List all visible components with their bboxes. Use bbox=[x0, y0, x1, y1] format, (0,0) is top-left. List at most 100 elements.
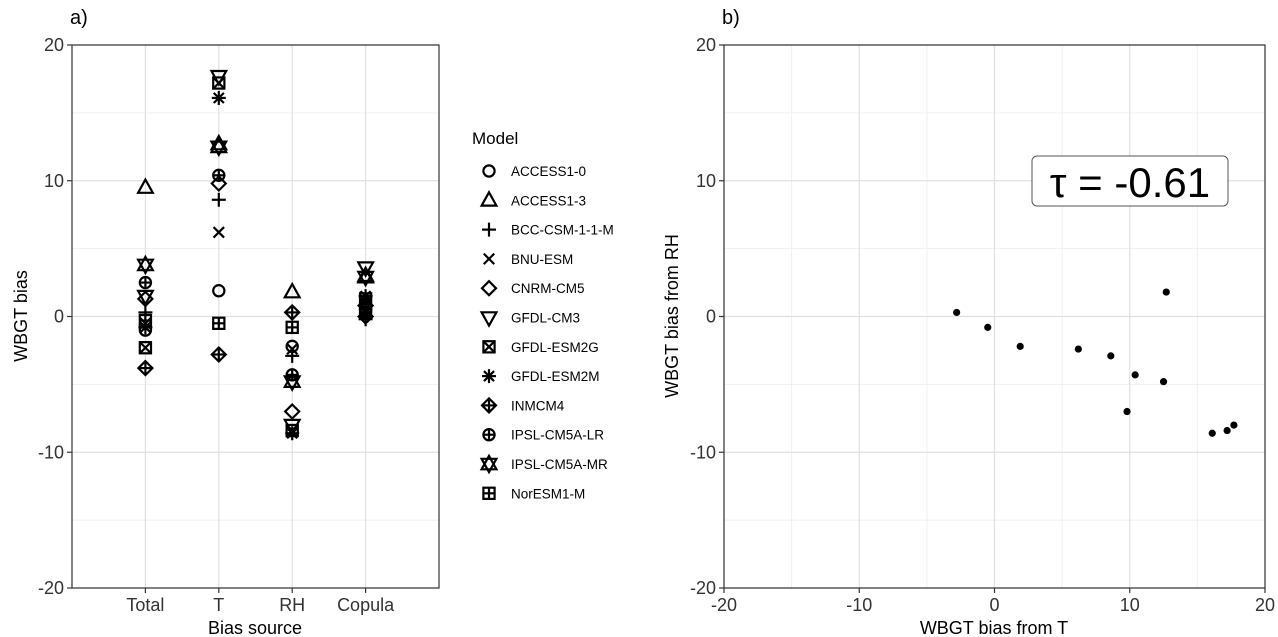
panel-a-ticks: -20 -10 0 10 20 Total T RH Copula bbox=[38, 35, 395, 615]
legend-items: ACCESS1-0 ACCESS1-3 BCC-CSM-1-1-M BNU-ESM CN… bbox=[479, 164, 614, 501]
panel-a-y-tick-label: -10 bbox=[38, 442, 64, 462]
legend-label: GFDL-CM3 bbox=[511, 311, 580, 326]
legend-key-star-of-david bbox=[479, 453, 499, 475]
panel-a-point-noresm1-m bbox=[358, 292, 373, 306]
tau-annotation-text: τ = -0.61 bbox=[1050, 159, 1210, 206]
legend-key-plus bbox=[482, 222, 496, 237]
panel-a-point-gfdl-esm2m bbox=[285, 426, 300, 441]
panel-b-frame bbox=[723, 44, 1266, 589]
panel-a-point-gfdl-cm3 bbox=[356, 261, 375, 278]
panel-a-point-cnrm-cm5 bbox=[210, 174, 228, 193]
legend-label: ACCESS1-0 bbox=[511, 164, 586, 179]
panel-a-point-cnrm-cm5 bbox=[283, 402, 301, 421]
panel-a-x-tick-label: Copula bbox=[337, 595, 395, 615]
legend-label: INMCM4 bbox=[511, 398, 565, 413]
legend-key-square-cross bbox=[482, 340, 496, 354]
panel-a-grid bbox=[72, 44, 439, 589]
panel-a-point-gfdl-cm3 bbox=[136, 289, 155, 307]
panel-a-point-ipsl-cm5a-lr bbox=[138, 275, 153, 290]
panel-a-point-gfdl-esm2g bbox=[212, 76, 226, 90]
panel-a-x-tick-label: Total bbox=[126, 595, 164, 615]
panel-a: a) -20 -10 0 10 20 Total T RH Copula Bias source… bbox=[11, 7, 440, 637]
panel-a-point-access1-0 bbox=[212, 284, 226, 298]
legend-key-cross bbox=[482, 252, 496, 265]
panel-b-x-tick-label: 0 bbox=[989, 595, 999, 615]
panel-b-point bbox=[984, 323, 992, 331]
panel-a-point-access1-3 bbox=[136, 177, 155, 194]
panel-b-point bbox=[953, 308, 961, 317]
legend-label: BNU-ESM bbox=[511, 252, 573, 267]
panel-a-y-tick-label: -20 bbox=[38, 578, 64, 598]
panel-b-point bbox=[1016, 342, 1024, 350]
panel-b-x-tick-label: -10 bbox=[846, 595, 872, 615]
panel-b-y-tick-label: -10 bbox=[690, 442, 716, 462]
panel-b-y-tick-label: 10 bbox=[696, 171, 716, 191]
legend-item: IPSL-CM5A-LR bbox=[482, 428, 604, 443]
panel-b-grid bbox=[723, 44, 1266, 589]
panel-b-point bbox=[1107, 352, 1115, 360]
legend-label: ACCESS1-3 bbox=[511, 193, 586, 208]
panel-b-point bbox=[1159, 378, 1168, 386]
legend-label: GFDL-ESM2G bbox=[511, 340, 599, 355]
legend-item: ACCESS1-0 bbox=[482, 164, 586, 179]
panel-b-point bbox=[1230, 421, 1238, 429]
legend-label: IPSL-CM5A-MR bbox=[511, 457, 608, 472]
panel-b-points bbox=[953, 288, 1238, 437]
panel-a-y-tick-label: 10 bbox=[44, 171, 64, 191]
panel-a-label: a) bbox=[70, 7, 88, 29]
panel-a-point-gfdl-esm2m bbox=[211, 90, 226, 105]
legend-item: GFDL-CM3 bbox=[479, 311, 580, 328]
legend-key-diamond-open bbox=[480, 279, 498, 297]
panel-a-x-tick-label: RH bbox=[279, 595, 305, 615]
panel-b-y-tick-label: 20 bbox=[696, 35, 716, 55]
panel-b-point bbox=[1074, 345, 1082, 353]
panel-a-frame bbox=[71, 44, 440, 589]
panel-a-point-ipsl-cm5a-lr bbox=[212, 168, 226, 183]
panel-a-point-bcc-csm-1-1-m bbox=[211, 192, 226, 207]
legend-key-triangle-open bbox=[479, 190, 499, 207]
legend-item: NorESM1-M bbox=[482, 486, 585, 501]
panel-b-y-tick-label: 0 bbox=[706, 307, 716, 327]
panel-b-point bbox=[1131, 371, 1139, 379]
panel-b: b) -20 -10 0 10 20 -20 -10 0 10 20 τ = -0.61 WBGT… bbox=[662, 7, 1275, 637]
legend-key-diamond-plus bbox=[480, 396, 498, 414]
panel-a-point-noresm1-m bbox=[138, 313, 153, 328]
panel-b-label: b) bbox=[722, 7, 740, 29]
panel-b-x-tick-label: 20 bbox=[1255, 595, 1275, 615]
panel-a-point-bnu-esm bbox=[286, 343, 299, 356]
panel-a-point-inmcm4 bbox=[136, 359, 154, 377]
panel-b-y-tick-label: -20 bbox=[690, 578, 716, 598]
panel-a-x-axis-title: Bias source bbox=[208, 618, 302, 637]
legend-key-square-plus bbox=[482, 486, 496, 501]
panel-b-x-tick-label: -20 bbox=[711, 595, 737, 615]
legend-label: CNRM-CM5 bbox=[511, 281, 585, 296]
panel-b-point bbox=[1223, 426, 1231, 435]
panel-a-point-bnu-esm bbox=[212, 226, 225, 239]
legend-key-circle-plus bbox=[482, 428, 496, 442]
panel-b-point bbox=[1162, 288, 1170, 296]
legend-item: BCC-CSM-1-1-M bbox=[482, 222, 614, 238]
panel-b-x-tick-label: 10 bbox=[1120, 595, 1140, 615]
panel-a-point-access1-3 bbox=[282, 281, 302, 299]
tau-annotation-box bbox=[1031, 155, 1229, 207]
legend-item: IPSL-CM5A-MR bbox=[479, 453, 608, 475]
legend-item: GFDL-ESM2M bbox=[482, 369, 600, 384]
panel-a-point-ipsl-cm5a-mr bbox=[209, 136, 229, 158]
panel-b-point bbox=[1123, 407, 1131, 416]
panel-a-point-noresm1-m bbox=[285, 320, 299, 335]
legend-key-circle-open bbox=[482, 164, 496, 178]
panel-a-y-tick-label: 20 bbox=[44, 35, 64, 55]
legend-key-asterisk bbox=[482, 369, 496, 384]
legend-item: GFDL-ESM2G bbox=[482, 340, 599, 355]
legend-label: NorESM1-M bbox=[511, 486, 585, 501]
panel-a-y-axis-title: WBGT bias bbox=[11, 270, 31, 362]
panel-a-point-ipsl-cm5a-mr bbox=[282, 371, 302, 392]
panel-b-point bbox=[1208, 429, 1216, 437]
panel-a-point-ipsl-cm5a-mr bbox=[356, 266, 375, 288]
panel-a-point-noresm1-m bbox=[212, 316, 226, 330]
legend-item: BNU-ESM bbox=[482, 252, 573, 267]
legend-item: ACCESS1-3 bbox=[479, 190, 586, 208]
legend-item: INMCM4 bbox=[480, 396, 565, 414]
panel-a-point-bcc-csm-1-1-m bbox=[285, 348, 300, 363]
